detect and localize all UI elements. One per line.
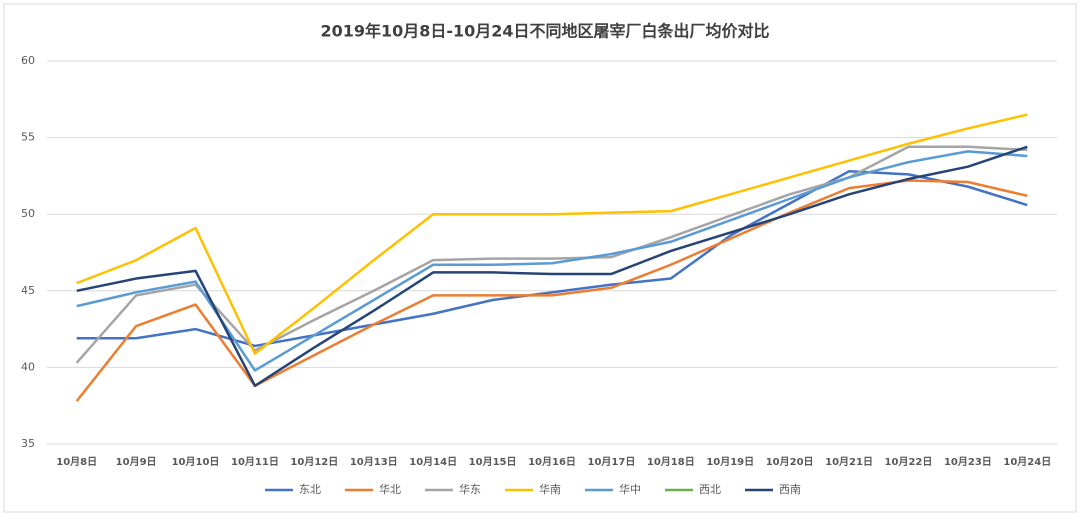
x-tick-label: 10月13日: [350, 456, 398, 468]
x-tick-label: 10月22日: [885, 456, 933, 468]
chart-title: 2019年10月8日-10月24日不同地区屠宰厂白条出厂均价对比: [320, 22, 769, 41]
legend-label: 西北: [699, 483, 721, 496]
legend-label: 华北: [379, 482, 401, 496]
series-line: [76, 113, 1028, 355]
x-tick-label: 10月8日: [56, 456, 97, 468]
legend-label: 华东: [459, 482, 481, 496]
x-tick-label: 10月17日: [587, 456, 635, 468]
y-tick-label: 50: [21, 207, 35, 220]
x-tick-label: 10月14日: [409, 456, 457, 468]
x-tick-label: 10月10日: [172, 456, 220, 468]
x-tick-label: 10月9日: [116, 456, 157, 468]
legend-label: 华中: [619, 482, 641, 496]
x-tick-label: 10月23日: [944, 456, 992, 468]
y-tick-label: 45: [21, 284, 35, 297]
legend-label: 华南: [539, 482, 561, 496]
series-line: [75, 179, 1028, 402]
x-tick-label: 10月20日: [766, 456, 814, 468]
x-tick-label: 10月18日: [647, 456, 695, 468]
series-line: [76, 150, 1028, 372]
x-tick-label: 10月21日: [825, 456, 873, 468]
y-tick-label: 55: [21, 131, 35, 144]
x-tick-label: 10月19日: [706, 456, 754, 468]
legend-label: 东北: [299, 483, 321, 496]
series-line: [75, 145, 1028, 364]
x-tick-label: 10月15日: [469, 456, 517, 468]
y-tick-label: 60: [21, 54, 35, 67]
x-tick-label: 10月24日: [1003, 456, 1051, 468]
series-line: [76, 145, 1028, 388]
x-tick-label: 10月16日: [528, 456, 576, 468]
y-tick-label: 35: [21, 437, 35, 450]
y-tick-label: 40: [21, 360, 35, 373]
x-tick-label: 10月12日: [290, 456, 338, 468]
x-tick-label: 10月11日: [231, 456, 279, 468]
legend-label: 西南: [779, 483, 801, 496]
